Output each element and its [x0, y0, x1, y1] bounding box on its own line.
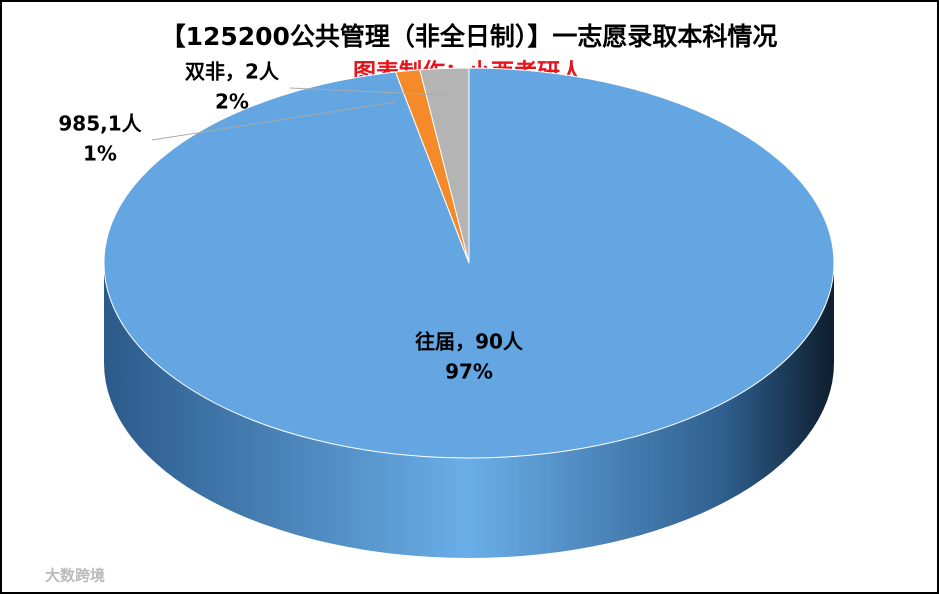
chart-title: 【125200公共管理（非全日制）】一志愿录取本科情况: [161, 22, 778, 51]
percent-label: 97%: [445, 360, 493, 384]
slice: [419, 67, 470, 264]
percent-label: 2%: [215, 90, 249, 114]
percent-label: 1%: [83, 142, 117, 166]
data-label: 985,1人: [58, 112, 142, 136]
leader-line: [151, 101, 396, 141]
data-label: 双非，2人: [185, 60, 280, 84]
data-label: 往届，90人: [415, 330, 524, 354]
watermark: 大数跨境: [45, 567, 105, 585]
leader-line: [289, 87, 446, 96]
slice-side: [104, 263, 834, 558]
